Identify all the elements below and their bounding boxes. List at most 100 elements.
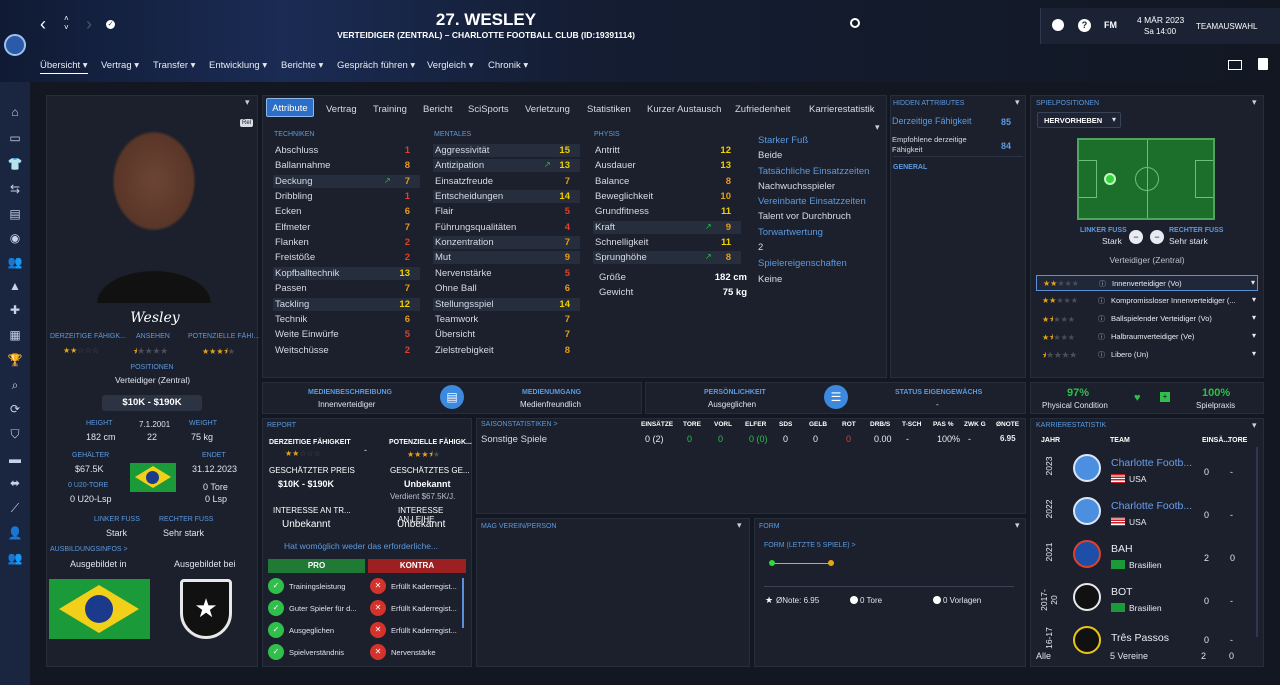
page-icon[interactable] [1258, 58, 1268, 70]
report-scrollbar[interactable] [462, 578, 464, 628]
tactics-icon[interactable]: ⇆ [9, 182, 21, 196]
attribute-name: Passen [275, 283, 307, 295]
menu-development[interactable]: Entwicklung ▾ [209, 60, 268, 71]
season-column-header: ZWK G [964, 421, 986, 428]
career-team[interactable]: BAH [1111, 543, 1133, 555]
people-icon[interactable]: 👤 [7, 526, 23, 540]
tab-attributes[interactable]: Attribute [266, 98, 314, 117]
scouting-icon[interactable]: ⌕ [11, 378, 19, 392]
team-select-button[interactable]: TEAMAUSWAHL [1196, 22, 1258, 31]
search-icon[interactable] [850, 18, 860, 28]
role-row[interactable]: ★⯨★★★ ⓘ Halbraumverteidiger (Ve) ▾ [1036, 329, 1258, 345]
report-note-link[interactable]: Hat womöglich weder das erforderliche... [284, 541, 439, 551]
pro-item: Trainingsleistung [289, 582, 346, 591]
career-team[interactable]: BOT [1111, 586, 1133, 598]
hidden-dropdown-icon[interactable]: ▾ [1015, 97, 1020, 107]
attributes-dropdown-icon[interactable]: ▾ [875, 122, 880, 132]
inbox-icon[interactable]: ▭ [9, 131, 21, 145]
training-icon[interactable]: ▲ [9, 279, 21, 293]
menu-label: Vergleich [427, 60, 467, 71]
career-team[interactable]: Charlotte Footb... [1111, 500, 1193, 512]
screen-icon[interactable] [1228, 60, 1242, 70]
globe-icon[interactable] [1052, 19, 1064, 31]
forward-arrow-icon[interactable]: › [86, 14, 92, 34]
training-info-link[interactable]: AUSBILDUNGSINFOS > [50, 546, 128, 553]
menu-compare[interactable]: Vergleich ▾ [427, 60, 474, 71]
career-row[interactable]: 16-17 Três Passos 0 - [1036, 619, 1258, 661]
contra-item: Erfüllt Kaderregist... [391, 582, 457, 591]
career-dropdown-icon[interactable]: ▾ [1252, 420, 1257, 430]
tab-report[interactable]: Bericht [423, 104, 453, 115]
career-row[interactable]: 2021 BAH Brasilien 2 0 [1036, 533, 1258, 575]
youth-icon[interactable]: ⬌ [9, 476, 21, 490]
home-icon[interactable]: ⌂ [11, 105, 19, 119]
profile-dropdown-icon[interactable]: ▾ [245, 97, 250, 107]
season-stats-title[interactable]: SAISONSTATISTIKEN > [481, 421, 558, 428]
chevron-down-icon: ▾ [1251, 313, 1256, 322]
back-arrow-icon[interactable]: ‹ [40, 14, 46, 34]
medical-icon[interactable]: ✚ [9, 303, 21, 317]
role-row[interactable]: ⯨★★★★ ⓘ Libero (Un) ▾ [1036, 347, 1258, 363]
career-scrollbar[interactable] [1256, 447, 1258, 637]
dynamics-icon[interactable]: ◉ [9, 231, 21, 245]
tab-scisports[interactable]: SciSports [468, 104, 509, 115]
attribute-name: Weitschüsse [275, 344, 329, 356]
pos-left-foot-label: LINKER FUSS [1080, 227, 1127, 234]
career-row[interactable]: 2022 Charlotte Footb... USA 0 - [1036, 490, 1258, 532]
team-icon[interactable]: 👥 [7, 551, 23, 565]
est-price-label: GESCHÄTZTER PREIS [269, 466, 355, 475]
trophy-icon[interactable]: 🏆 [7, 353, 23, 367]
calendar-icon[interactable]: ▦ [9, 328, 21, 342]
data-icon[interactable]: ▤ [9, 207, 21, 221]
career-country: USA [1129, 517, 1147, 527]
menu-overview[interactable]: Übersicht ▾ [40, 60, 88, 74]
chevron-down-icon: ▾ [1251, 295, 1256, 304]
transfers-icon[interactable]: ⟳ [9, 402, 21, 416]
role-row[interactable]: ★★★★★ ⓘ Kompromissloser Innenverteidiger (… [1036, 293, 1258, 309]
fm-button[interactable]: FM [1104, 20, 1117, 30]
right-foot-value: Sehr stark [163, 528, 205, 538]
club-crest [1073, 583, 1101, 611]
tab-contract[interactable]: Vertrag [326, 104, 357, 115]
tab-happiness[interactable]: Zufriedenheit [735, 104, 791, 115]
positions-dropdown-icon[interactable]: ▾ [1252, 97, 1257, 107]
help-icon[interactable]: ? [1078, 19, 1091, 32]
menu-talk[interactable]: Gespräch führen ▾ [337, 60, 416, 71]
chevron-down-icon: ▾ [1251, 331, 1256, 340]
career-row[interactable]: 2023 Charlotte Footb... USA 0 - [1036, 447, 1258, 489]
finances-icon[interactable]: ▬ [9, 452, 21, 466]
info-icon: ⓘ [1098, 298, 1105, 305]
career-row[interactable]: 2017-20 BOT Brasilien 0 - [1036, 576, 1258, 618]
menu-history[interactable]: Chronik ▾ [488, 60, 529, 71]
career-team[interactable]: Charlotte Footb... [1111, 457, 1193, 469]
check-icon[interactable]: ✓ [106, 20, 115, 29]
form-dropdown-icon[interactable]: ▾ [1015, 520, 1020, 530]
tab-training[interactable]: Training [373, 104, 407, 115]
menu-label: Gespräch führen [337, 60, 408, 71]
position-marker [1104, 173, 1116, 185]
highlight-dropdown[interactable]: HERVORHEBEN ▾ [1037, 112, 1121, 128]
tab-injury[interactable]: Verletzung [525, 104, 570, 115]
menu-contract[interactable]: Vertrag ▾ [101, 60, 140, 71]
tab-short-talk[interactable]: Kurzer Austausch [647, 104, 722, 115]
role-row[interactable]: ★⯨★★★ ⓘ Ballspielender Verteidiger (Vo) ▾ [1036, 311, 1258, 327]
likes-dropdown-icon[interactable]: ▾ [737, 520, 742, 530]
chevron-down-icon: ▾ [1111, 115, 1116, 124]
season-column-header: VORL [714, 421, 733, 428]
role-row[interactable]: ★★★★★ ⓘ Innenverteidiger (Vo) ▾ [1036, 275, 1258, 291]
staff-icon[interactable]: 👥 [7, 255, 23, 269]
club-info-icon[interactable]: ⛉ [10, 427, 20, 441]
tab-career-stats[interactable]: Karrierestatistik [809, 104, 875, 115]
career-team[interactable]: Três Passos [1111, 632, 1169, 644]
club-crest [1073, 626, 1101, 654]
form-subtitle[interactable]: FORM (LETZTE 5 SPIELE) > [764, 542, 856, 549]
menu-transfer[interactable]: Transfer ▾ [153, 60, 196, 71]
season-value: 0 [687, 434, 693, 444]
squad-icon[interactable]: 👕 [7, 157, 23, 171]
menu-reports[interactable]: Berichte ▾ [281, 60, 324, 71]
dev-centre-icon[interactable]: ⟋ [10, 501, 20, 515]
tab-statistics[interactable]: Statistiken [587, 104, 631, 115]
season-stats-panel [476, 418, 1026, 514]
up-down-icon[interactable]: ˄ ˅ [64, 14, 69, 32]
media-desc-label: MEDIENBESCHREIBUNG [308, 389, 393, 396]
